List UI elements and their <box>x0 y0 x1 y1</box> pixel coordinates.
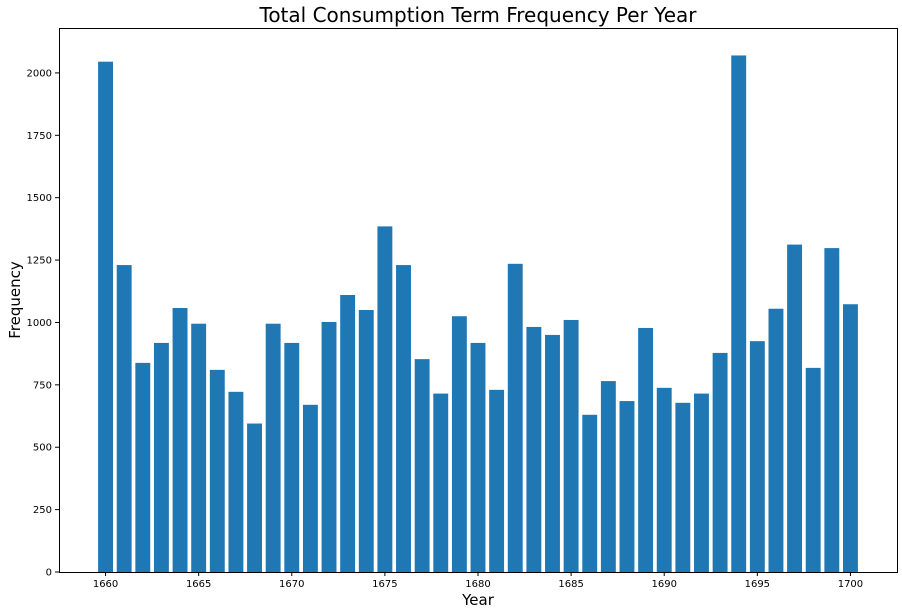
bar-1667 <box>228 391 244 572</box>
x-tick-label: 1665 <box>186 579 211 590</box>
bar-1673 <box>340 295 356 572</box>
bar-1672 <box>321 321 337 572</box>
bar-1681 <box>489 389 505 572</box>
x-tick-label: 1685 <box>558 579 583 590</box>
y-tick-label: 750 <box>33 380 52 391</box>
bar-1675 <box>377 226 393 572</box>
bar-1669 <box>265 323 281 572</box>
bars-group <box>98 55 858 573</box>
bar-1699 <box>824 248 840 573</box>
bar-1671 <box>302 404 318 572</box>
bar-1691 <box>675 402 691 572</box>
bar-1690 <box>656 387 672 572</box>
chart-title: Total Consumption Term Frequency Per Yea… <box>259 3 698 27</box>
bar-1676 <box>396 265 411 572</box>
bar-1689 <box>638 327 654 572</box>
bar-1679 <box>451 316 467 572</box>
bar-1694 <box>731 55 747 573</box>
y-axis-ticks: 0 250 500 750 1000 1250 1500 1750 2000 <box>27 68 59 579</box>
bar-1674 <box>358 309 374 572</box>
x-axis-ticks: 1660 1665 1670 1675 1680 1685 1690 1695 1700 <box>93 572 863 590</box>
bar-1664 <box>172 307 188 572</box>
bar-1683 <box>526 326 542 572</box>
bar-1666 <box>209 369 225 572</box>
x-tick-label: 1670 <box>279 579 304 590</box>
bar-1697 <box>787 244 803 572</box>
bar-1692 <box>694 393 709 572</box>
y-tick-label: 500 <box>33 443 52 454</box>
y-tick-label: 2000 <box>27 68 52 79</box>
x-tick-label: 1675 <box>372 579 397 590</box>
y-axis-label: Frequency <box>6 261 24 339</box>
bar-1688 <box>619 401 635 572</box>
x-tick-label: 1680 <box>465 579 490 590</box>
y-tick-label: 250 <box>33 505 52 516</box>
y-tick-label: 0 <box>46 568 52 579</box>
bar-1693 <box>712 352 728 572</box>
bar-1700 <box>842 304 858 572</box>
y-tick-label: 1750 <box>27 131 52 142</box>
bar-1670 <box>284 342 300 572</box>
bar-1684 <box>545 334 560 572</box>
x-tick-label: 1690 <box>651 579 676 590</box>
bar-1686 <box>582 414 598 572</box>
x-tick-label: 1700 <box>838 579 863 590</box>
bar-1698 <box>805 367 821 572</box>
y-tick-label: 1000 <box>27 318 52 329</box>
bar-1696 <box>768 308 784 572</box>
x-axis-label: Year <box>461 591 495 609</box>
bar-1678 <box>433 393 449 572</box>
bar-1662 <box>135 362 151 572</box>
bar-1661 <box>116 265 132 572</box>
bar-1665 <box>191 323 207 572</box>
bar-1668 <box>247 423 262 572</box>
x-tick-label: 1660 <box>93 579 118 590</box>
y-tick-label: 1250 <box>27 256 52 267</box>
bar-1685 <box>563 319 579 572</box>
bar-1660 <box>98 61 114 572</box>
bar-1680 <box>470 342 486 572</box>
y-tick-label: 1500 <box>27 193 52 204</box>
bar-1663 <box>153 342 169 572</box>
bar-1682 <box>507 263 523 572</box>
bar-1677 <box>414 359 430 572</box>
bar-1687 <box>600 381 616 572</box>
x-tick-label: 1695 <box>745 579 770 590</box>
bar-1695 <box>749 341 765 572</box>
